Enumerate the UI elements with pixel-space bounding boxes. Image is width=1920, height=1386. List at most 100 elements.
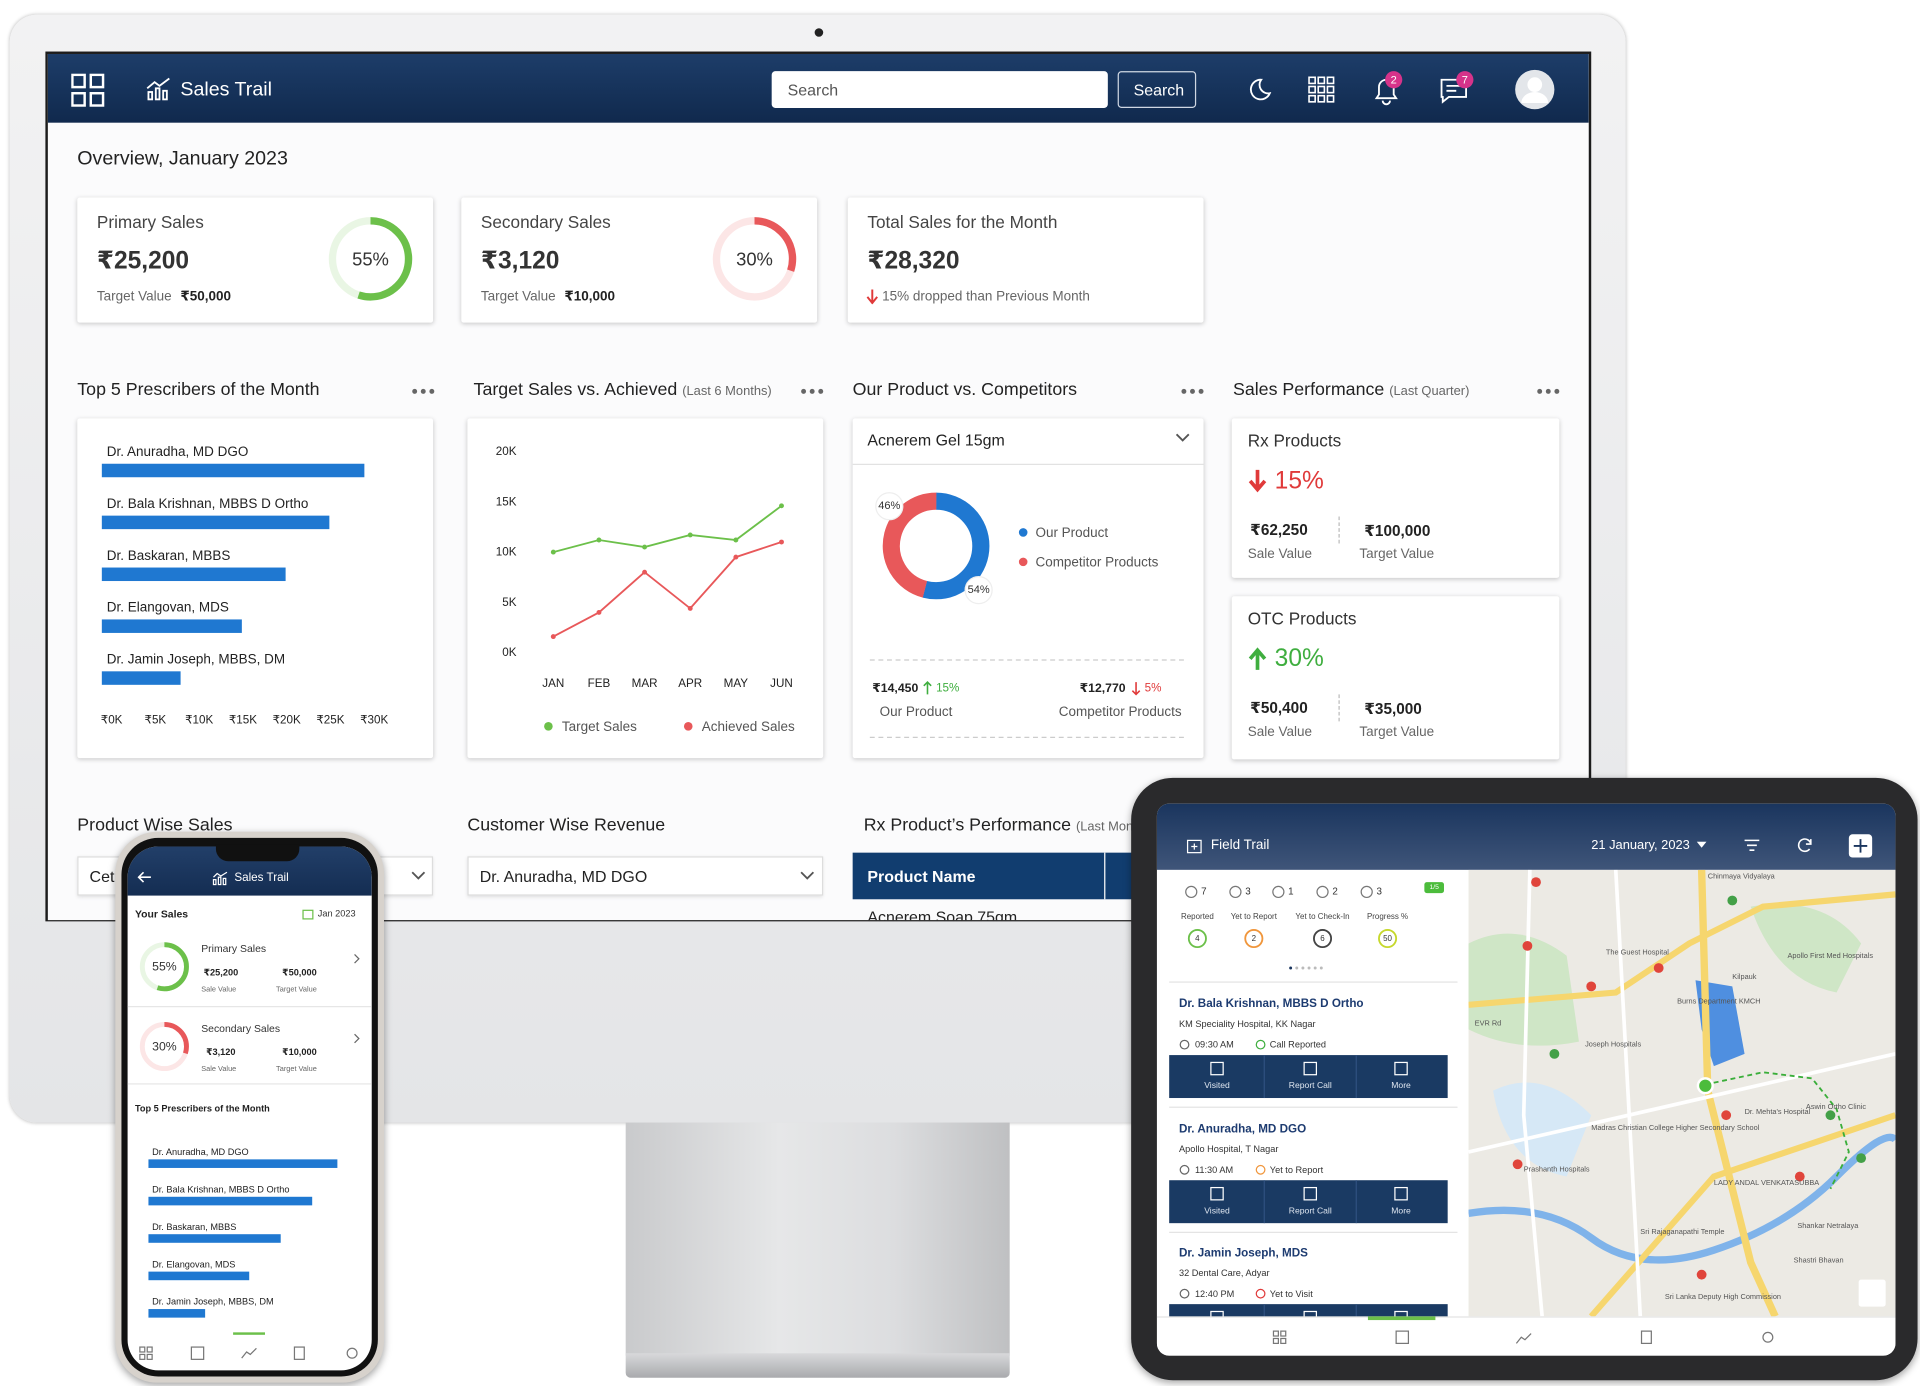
action-label: Report Call [1288,1206,1332,1216]
overview-title: Overview, January 2023 [77,148,288,170]
map-label: EVR Rd [1474,1020,1502,1029]
badge [1424,882,1444,894]
status-ring [1255,1039,1266,1050]
status-ring [1255,1288,1266,1299]
target-label: Target Value [1359,547,1435,562]
pager-dot [1313,966,1317,970]
chevron [1175,433,1190,442]
stat-circle [1244,929,1264,949]
summary-count: 2 [1332,886,1337,897]
x-tick-label: ₹5K [145,714,167,727]
card-note: 15% dropped than Previous Month [882,289,1090,305]
chevron [411,871,426,880]
date: Jan 2023 [317,907,356,919]
apps-icon[interactable] [1308,76,1335,103]
refresh-icon[interactable] [1796,837,1813,854]
section-title: Customer Wise Revenue [467,815,666,836]
map-label: Sri Lanka Deputy High Commission [1664,1294,1782,1302]
visit-list: Dr. Bala Krishnan, MBBS D Ortho KM Specia… [1157,983,1469,1348]
summary-count: 1 [1288,886,1293,897]
x-tick-label: ₹20K [273,714,301,727]
stat-circle [1187,929,1207,949]
chevron[interactable] [353,953,360,964]
label-bg [875,492,904,521]
donut-chart: 54% Our Product 46% Competitor Products ₹14,… [869,492,1186,738]
y-tick-label: 0K [502,646,516,659]
action-icon[interactable] [1394,1061,1409,1076]
ring-progress [712,217,797,301]
clock [1179,1039,1190,1050]
point [596,609,602,615]
action-icon[interactable] [1210,1061,1225,1076]
divider [1338,694,1340,722]
section-title: Target Sales vs. Achieved (Last 6 Months… [474,381,772,400]
action-divider [1355,1055,1357,1099]
visit-status: Yet to Report [1269,1163,1324,1175]
action-icon[interactable] [1303,1061,1318,1076]
doctor-name: Dr. Bala Krishnan, MBBS D Ortho [1178,997,1364,1011]
section-title: Top 5 Prescribers of the Month [134,1102,270,1114]
action-icon[interactable] [1303,1186,1318,1201]
map[interactable] [1468,869,1896,1317]
chevron[interactable] [353,1033,360,1044]
action-icon[interactable] [1394,1186,1409,1201]
x-tick-label: ₹10K [185,714,213,727]
customer-dropdown[interactable]: Dr. Anuradha, MD DGO [467,856,824,896]
hospital: 32 Dental Care, Adyar [1178,1267,1270,1279]
more-menu[interactable] [800,388,825,395]
target-amount: ₹50,000 [282,966,317,978]
search-button[interactable]: Search [1117,71,1197,108]
map-labels: Chinmaya Vidyalaya The Guest Hospital Apol… [1469,870,1896,1317]
ring-progress [139,1021,189,1072]
bar [148,1309,206,1318]
filter-icon[interactable] [1743,838,1760,853]
add-button[interactable] [1848,834,1873,858]
phone-nav[interactable] [128,1341,372,1366]
menu-icon[interactable] [71,73,105,108]
map-label: Burns Department KMCH [1677,998,1761,1007]
change-arrow [1248,647,1267,670]
point [733,554,739,560]
status-ring [1255,1164,1266,1175]
more-menu[interactable] [411,388,436,395]
more-menu[interactable] [1536,388,1561,395]
bar-chart: Dr. Anuradha, MD DGO Dr. Bala Krishnan, M… [101,444,389,727]
target-card: 0K 5K 10K 15K 20K JAN FEB MAR APR MAY JUN Target Sa… [467,418,824,759]
line [552,541,782,638]
pager-dot [1289,966,1293,970]
search-input[interactable]: Search [771,71,1108,108]
bar [148,1234,281,1243]
subtitle: (Last Month) [1075,819,1149,835]
avatar[interactable] [1514,69,1556,111]
action-icon[interactable] [1210,1186,1225,1201]
change-arrow [1248,469,1267,493]
secondary-sales-card: Secondary Sales ₹3,120 Target Value ₹10,… [461,197,818,323]
date-select[interactable]: 21 January, 2023 [1591,837,1690,853]
nav-icons[interactable] [1157,1326,1896,1351]
change-arrow [923,680,932,695]
stat-label: Yet to Report [1231,912,1278,921]
target-label: Target Value [1359,725,1435,740]
product-select[interactable]: Acnerem Gel 15gm [867,430,1005,450]
legend-label: Our Product [1035,525,1108,540]
action-label: More [1391,1206,1411,1216]
primary-sales-card: Primary Sales ₹25,200 Target Value ₹50,0… [77,197,434,323]
point [550,634,556,640]
more-menu[interactable] [1180,388,1205,395]
ring-label: 30% [152,1039,177,1053]
progress-ring: 30% [139,1021,189,1072]
app-icon [212,871,228,886]
visit-time: 09:30 AM [1194,1039,1234,1051]
back-icon[interactable] [137,871,152,883]
summary-icon [1272,885,1285,899]
legend-label: Competitor Products [1035,554,1158,569]
point [642,544,648,550]
progress-ring: 30% [712,217,797,301]
legend-marker [1018,528,1028,537]
app-icon [146,77,170,101]
bar-label: Dr. Jamin Joseph, MBBS, DM [152,1297,274,1307]
stand-base [625,1353,1010,1378]
table-cell: Acnerem Soap 75gm [867,907,1018,921]
stat-circle [1313,929,1333,949]
theme-icon[interactable] [1245,76,1272,103]
